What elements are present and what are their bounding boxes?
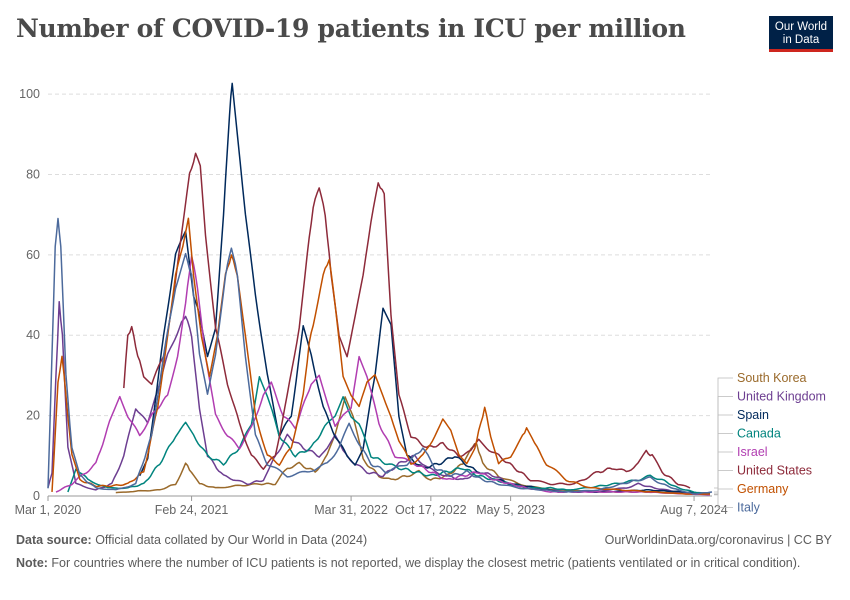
series-line-italy — [47, 217, 713, 495]
legend-connector — [714, 488, 733, 495]
legend-connector — [714, 470, 733, 489]
x-tick-label: Mar 31, 2022 — [314, 503, 388, 517]
y-tick-label: 100 — [19, 87, 40, 101]
x-tick-label: Mar 1, 2020 — [15, 503, 82, 517]
series-line-spain — [139, 82, 711, 495]
data-source-text: Official data collated by Our World in D… — [91, 533, 368, 547]
legend-label-germany: Germany — [737, 482, 789, 496]
owid-logo[interactable]: Our World in Data — [769, 16, 833, 52]
legend-connector — [714, 491, 733, 508]
y-tick-label: 40 — [26, 328, 40, 342]
credit-link[interactable]: OurWorldinData.org/coronavirus | CC BY — [604, 533, 832, 547]
data-source-label: Data source: — [16, 533, 92, 547]
series-line-south-korea — [115, 396, 711, 495]
y-axis: 0 20 40 60 80 100 — [19, 87, 40, 503]
legend-connector — [714, 414, 733, 495]
logo-line-2: in Data — [782, 33, 820, 46]
logo-line-1: Our World — [774, 20, 828, 33]
series-line-israel — [55, 255, 711, 496]
y-tick-label: 0 — [33, 489, 40, 503]
y-tick-label: 60 — [26, 248, 40, 262]
chart-legend: South Korea United Kingdom Spain Canada Isra… — [714, 371, 826, 515]
data-source: Data source: Official data collated by O… — [16, 533, 367, 547]
legend-label-spain: Spain — [737, 408, 769, 422]
note-label: Note: — [16, 556, 48, 570]
legend-label-canada: Canada — [737, 427, 781, 441]
note-text: For countries where the number of ICU pa… — [47, 556, 801, 570]
y-tick-label: 20 — [26, 409, 40, 423]
x-tick-label: Feb 24, 2021 — [155, 503, 229, 517]
x-axis: Mar 1, 2020 Feb 24, 2021 Mar 31, 2022 Oct 1… — [15, 495, 728, 517]
legend-label-israel: Israel — [737, 445, 768, 459]
series-line-united-kingdom — [47, 300, 711, 495]
y-tick-label: 80 — [26, 167, 40, 181]
chart-series-lines — [47, 82, 713, 496]
series-line-canada — [67, 376, 711, 495]
legend-label-italy: Italy — [737, 501, 761, 515]
chart-note: Note: For countries where the number of … — [16, 555, 826, 571]
legend-label-united-kingdom: United Kingdom — [737, 390, 826, 404]
legend-connector — [714, 433, 733, 495]
x-tick-label: Oct 17, 2022 — [395, 503, 467, 517]
legend-label-south-korea: South Korea — [737, 371, 807, 385]
series-line-germany — [51, 217, 710, 495]
x-tick-label: May 5, 2023 — [476, 503, 545, 517]
legend-connector — [714, 377, 733, 495]
legend-connector — [714, 396, 733, 495]
chart-gridlines — [48, 93, 712, 417]
legend-label-united-states: United States — [737, 464, 812, 478]
series-line-united-states — [123, 152, 691, 489]
x-tick-label: Aug 7, 2024 — [660, 503, 727, 517]
chart-title: Number of COVID-19 patients in ICU per m… — [16, 14, 686, 43]
